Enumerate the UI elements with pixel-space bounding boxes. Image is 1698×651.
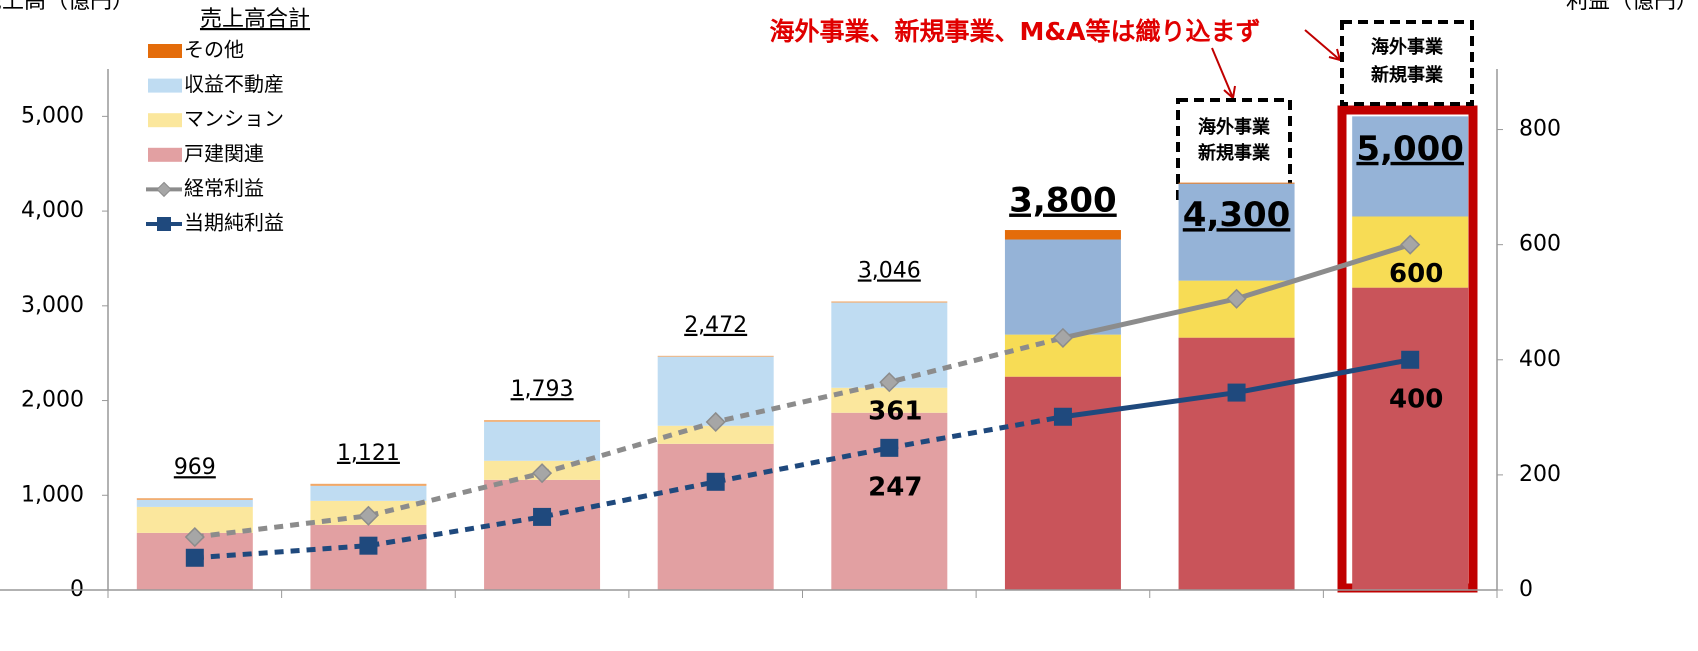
bar-segment (310, 524, 427, 590)
annotation-arrow (1304, 29, 1341, 61)
bar-segment (1178, 337, 1295, 590)
total-label: 5,000 (1356, 129, 1464, 169)
legend-marker (156, 181, 172, 198)
bar-segment (657, 443, 774, 590)
marker (184, 526, 205, 548)
legend-label: 経常利益 (184, 176, 264, 200)
marker (532, 463, 553, 484)
line-series (194, 414, 1064, 561)
annotation-box (1176, 98, 1292, 200)
marker (706, 472, 725, 491)
bar-segment (484, 420, 601, 422)
legend-label: その他 (184, 38, 244, 62)
marker (1401, 350, 1420, 369)
legend-title: 売上高合計 (200, 7, 310, 32)
y2-tick-label: 400 (1519, 347, 1561, 372)
marker (705, 411, 726, 432)
marker (1052, 327, 1074, 348)
bar-segment (136, 499, 253, 507)
marker (185, 548, 204, 567)
y-tick-label: 5,000 (21, 103, 84, 128)
bar-segment (136, 498, 253, 500)
marker (1053, 407, 1072, 426)
total-label: 2,472 (684, 313, 747, 338)
bar-segment (310, 485, 427, 501)
legend-label: マンション (184, 107, 284, 131)
total-label: 1,793 (511, 377, 574, 402)
y2-tick-label: 600 (1519, 232, 1561, 257)
bar-segment (310, 483, 427, 486)
bar-segment (657, 355, 774, 357)
marker (1227, 383, 1246, 402)
annotation-box (1340, 20, 1474, 106)
bar-segment (484, 421, 601, 461)
bar-segment (1352, 116, 1469, 217)
y2-tick-label: 800 (1519, 117, 1561, 142)
annotation-box-text: 海外事業 (1371, 36, 1444, 58)
y-axis-label: 売上高（億円） (0, 0, 134, 14)
data-label: 400 (1389, 384, 1443, 414)
bar-segment (1352, 287, 1469, 590)
annotation-box-text: 新規事業 (1198, 142, 1271, 164)
bar-segment (1178, 182, 1295, 184)
marker (1400, 234, 1421, 255)
legend-label: 当期純利益 (184, 211, 284, 235)
annotation-note: 海外事業、新規事業、M&A等は織り込まず (769, 17, 1260, 46)
legend-swatch (148, 78, 182, 93)
bar-segment (1004, 230, 1121, 240)
legend-swatch (148, 44, 182, 58)
annotation-box-text: 海外事業 (1198, 116, 1271, 138)
y-tick-label: 3,000 (21, 293, 84, 318)
legend-swatch (148, 147, 182, 162)
y2-axis-label: 利益（億円） (1566, 0, 1698, 14)
y-tick-label: 4,000 (21, 198, 84, 223)
line-series (194, 335, 1064, 540)
bar-segment (831, 301, 948, 303)
y-tick-label: 2,000 (21, 388, 84, 413)
marker (358, 505, 379, 526)
data-label: 247 (868, 472, 922, 502)
y2-tick-label: 0 (1519, 577, 1533, 602)
total-label: 1,121 (337, 441, 400, 466)
marker (533, 507, 552, 526)
marker (879, 372, 900, 393)
total-label: 4,300 (1183, 195, 1291, 235)
annotation-arrow (1211, 47, 1234, 99)
bar-segment (1178, 183, 1295, 281)
total-label: 3,046 (858, 258, 921, 283)
y2-tick-label: 200 (1519, 462, 1561, 487)
marker (880, 438, 899, 457)
data-label: 600 (1389, 259, 1443, 289)
marker (1226, 288, 1247, 309)
legend-label: 収益不動産 (184, 72, 284, 96)
y-tick-label: 1,000 (21, 482, 84, 507)
marker (359, 536, 378, 555)
total-label: 3,800 (1009, 181, 1117, 221)
bar-segment (1004, 239, 1121, 335)
total-label: 969 (174, 455, 216, 480)
legend-swatch (148, 113, 182, 128)
legend-label: 戸建関連 (184, 141, 264, 165)
legend-marker (157, 217, 171, 231)
annotation-box-text: 新規事業 (1371, 64, 1444, 86)
data-label: 361 (868, 397, 922, 427)
bar-segment (484, 479, 601, 590)
